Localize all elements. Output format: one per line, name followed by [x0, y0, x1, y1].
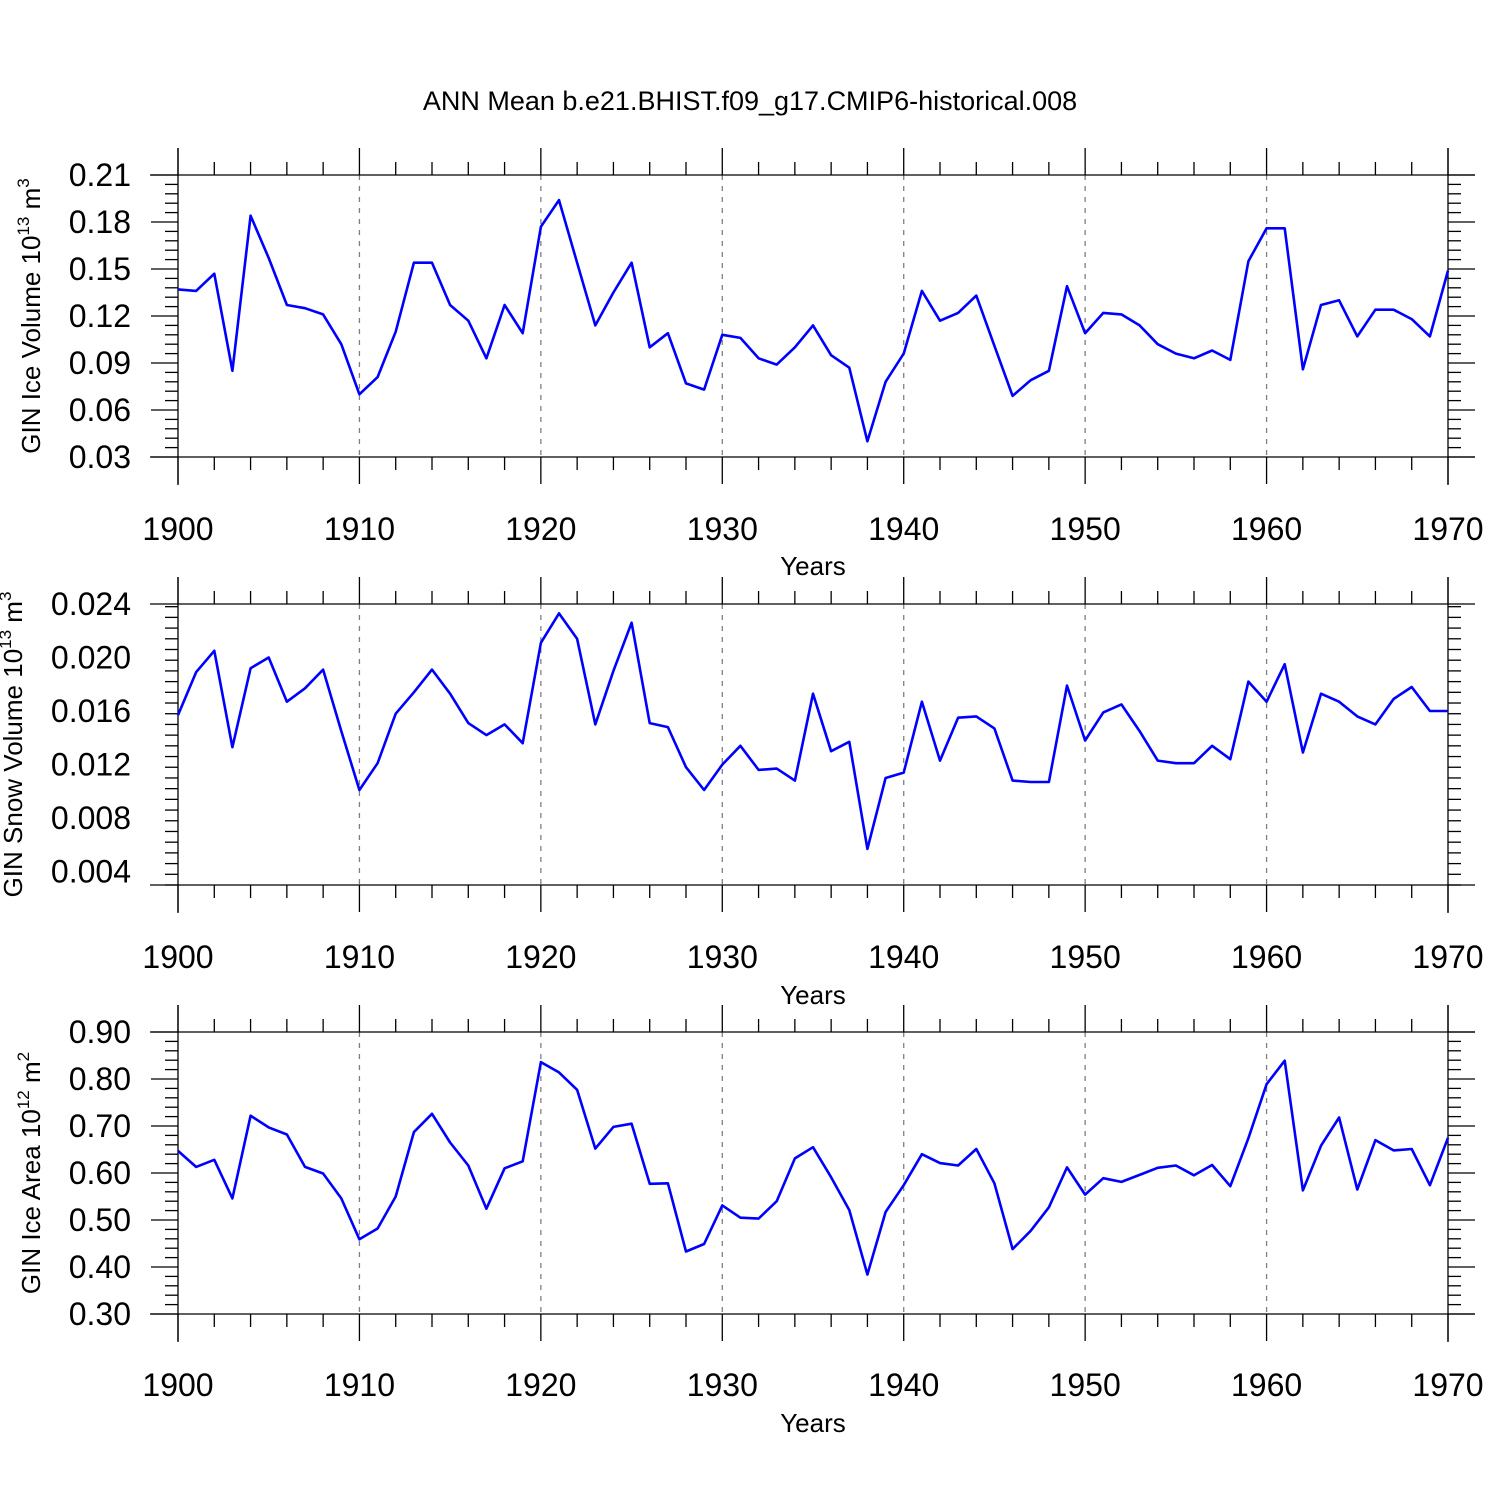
x-tick-label: 1950	[1050, 1367, 1121, 1403]
panel-ice-area: 1900 1910 1920 1930 1940 1950 1960 1970 0.90 0.80…	[14, 1005, 1484, 1438]
x-axis-title: Years	[780, 1408, 846, 1438]
y-tick-label: 0.012	[51, 747, 131, 783]
y-tick-label: 0.020	[51, 640, 131, 676]
x-tick-label: 1940	[868, 939, 939, 975]
x-tick-label: 1900	[142, 511, 213, 547]
x-tick-label: 1960	[1231, 939, 1302, 975]
x-tick-label: 1940	[868, 1367, 939, 1403]
y-tick-label: 0.70	[69, 1108, 131, 1144]
panel-snow-volume: 1900 1910 1920 1930 1940 1950 1960 1970 0.024 0.0…	[0, 577, 1484, 1010]
x-tick-label: 1950	[1050, 511, 1121, 547]
x-tick-label: 1960	[1231, 1367, 1302, 1403]
y-axis-title-part: m	[16, 188, 46, 217]
y-axis-title-part: GIN Ice Volume 10	[16, 236, 46, 454]
y-tick-label: 0.50	[69, 1202, 131, 1238]
x-tick-label: 1920	[505, 1367, 576, 1403]
x-tick-label: 1930	[687, 511, 758, 547]
x-tick-label: 1930	[687, 1367, 758, 1403]
y-axis-title: GIN Ice Volume 1013 m3	[14, 178, 46, 454]
y-axis-title: GIN Snow Volume 1013 m3	[0, 592, 28, 898]
y-tick-label: 0.03	[69, 439, 131, 475]
x-tick-label: 1920	[505, 939, 576, 975]
y-axis-title-part: GIN Ice Area 10	[16, 1109, 46, 1294]
data-line-ice-volume	[177, 198, 1450, 443]
x-tick-label: 1920	[505, 511, 576, 547]
panels: 1900 1910 1920 1930 1940 1950 1960 1970 0.21 0.18…	[0, 148, 1484, 1438]
x-tick-label: 1960	[1231, 511, 1302, 547]
x-tick-label: 1900	[142, 1367, 213, 1403]
y-axis-title-part: GIN Snow Volume 10	[0, 649, 28, 898]
x-axis-title: Years	[780, 551, 846, 581]
y-tick-label: 0.30	[69, 1296, 131, 1332]
x-tick-label: 1910	[324, 511, 395, 547]
y-axis-title-part: 2	[14, 1052, 33, 1061]
x-axis-title: Years	[780, 980, 846, 1010]
y-tick-label: 0.06	[69, 392, 131, 428]
y-tick-label: 0.80	[69, 1061, 131, 1097]
y-tick-label: 0.15	[69, 251, 131, 287]
x-tick-label: 1970	[1412, 939, 1483, 975]
y-tick-label: 0.90	[69, 1014, 131, 1050]
x-tick-label: 1970	[1412, 511, 1483, 547]
y-axis-title-part: 3	[0, 592, 15, 601]
chart-title: ANN Mean b.e21.BHIST.f09_g17.CMIP6-histo…	[423, 86, 1077, 116]
y-tick-label: 0.016	[51, 693, 131, 729]
x-tick-label: 1900	[142, 939, 213, 975]
y-tick-label: 0.18	[69, 204, 131, 240]
y-axis-title-part: m	[16, 1061, 46, 1090]
y-axis-title-part: 12	[14, 1090, 33, 1109]
data-line-snow-volume	[176, 612, 1448, 851]
y-tick-label: 0.09	[69, 345, 131, 381]
y-axis-title-part: 13	[0, 630, 15, 649]
y-tick-label: 0.004	[51, 854, 131, 890]
y-axis-title-part: m	[0, 601, 28, 630]
y-tick-label: 0.60	[69, 1155, 131, 1191]
y-axis-title-part: 13	[14, 217, 33, 236]
y-tick-label: 0.12	[69, 298, 131, 334]
x-tick-label: 1910	[324, 1367, 395, 1403]
y-axis-title: GIN Ice Area 1012 m2	[14, 1052, 46, 1294]
data-line-ice-area	[177, 1059, 1450, 1276]
x-tick-label: 1970	[1412, 1367, 1483, 1403]
y-tick-label: 0.21	[69, 157, 131, 193]
x-tick-label: 1950	[1050, 939, 1121, 975]
x-tick-label: 1910	[324, 939, 395, 975]
y-axis-title-part: 3	[14, 178, 33, 187]
y-tick-label: 0.40	[69, 1249, 131, 1285]
x-tick-label: 1930	[687, 939, 758, 975]
x-tick-label: 1940	[868, 511, 939, 547]
panel-ice-volume: 1900 1910 1920 1930 1940 1950 1960 1970 0.21 0.18…	[14, 148, 1484, 581]
y-tick-label: 0.008	[51, 800, 131, 836]
y-tick-label: 0.024	[51, 586, 131, 622]
